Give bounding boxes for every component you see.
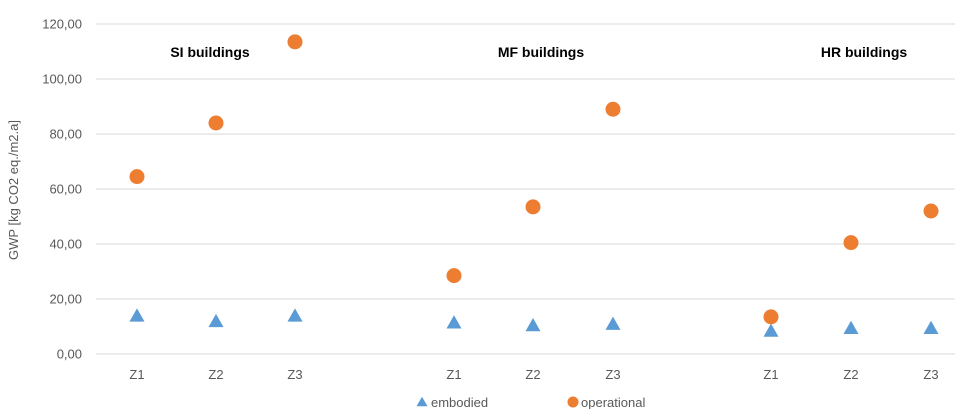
y-axis-ticks: 0,00 20,00 40,00 60,00 80,00 100,00 120,00 [42, 17, 82, 362]
embodied-point [923, 320, 939, 335]
x-tick-label: Z2 [525, 367, 540, 382]
x-tick-label: Z2 [208, 367, 223, 382]
x-axis-ticks: Z1 Z2 Z3 Z1 Z2 Z3 Z1 Z2 Z3 [129, 367, 938, 382]
y-tick-label: 40,00 [49, 237, 82, 252]
embodied-point [605, 316, 621, 330]
x-tick-label: Z1 [129, 367, 144, 382]
legend: embodied operational [416, 395, 645, 409]
group-label: MF buildings [498, 44, 585, 60]
y-axis-title: GWP [kg CO2 eq./m2.a] [6, 120, 21, 260]
group-label: HR buildings [821, 44, 908, 60]
embodied-point [843, 320, 859, 335]
group-label: SI buildings [170, 44, 250, 60]
group-labels: SI buildings MF buildings HR buildings [170, 44, 907, 60]
x-tick-label: Z3 [605, 367, 620, 382]
operational-point [923, 203, 939, 219]
operational-point [446, 268, 462, 284]
embodied-point [763, 323, 779, 337]
operational-point [287, 34, 303, 50]
legend-embodied-label: embodied [431, 395, 488, 409]
x-tick-label: Z3 [287, 367, 302, 382]
legend-operational-label: operational [581, 395, 645, 409]
embodied-point [446, 315, 462, 329]
y-tick-label: 100,00 [42, 72, 82, 87]
embodied-point [287, 308, 303, 322]
legend-operational-marker [567, 396, 579, 408]
embodied-point [208, 313, 224, 328]
operational-point [605, 101, 621, 117]
x-tick-label: Z1 [446, 367, 461, 382]
y-tick-label: 20,00 [49, 292, 82, 307]
embodied-point [525, 317, 541, 332]
operational-point [763, 309, 779, 325]
y-tick-label: 120,00 [42, 17, 82, 32]
y-tick-label: 0,00 [57, 347, 82, 362]
data-points [129, 34, 939, 337]
y-tick-label: 80,00 [49, 127, 82, 142]
y-tick-label: 60,00 [49, 182, 82, 197]
x-tick-label: Z2 [843, 367, 858, 382]
operational-point [129, 169, 145, 185]
legend-embodied-marker [416, 396, 428, 407]
operational-point [208, 115, 224, 131]
x-tick-label: Z1 [763, 367, 778, 382]
operational-point [525, 199, 541, 215]
gridlines [96, 23, 955, 355]
embodied-point [129, 308, 145, 322]
operational-point [843, 235, 859, 251]
x-tick-label: Z3 [923, 367, 938, 382]
